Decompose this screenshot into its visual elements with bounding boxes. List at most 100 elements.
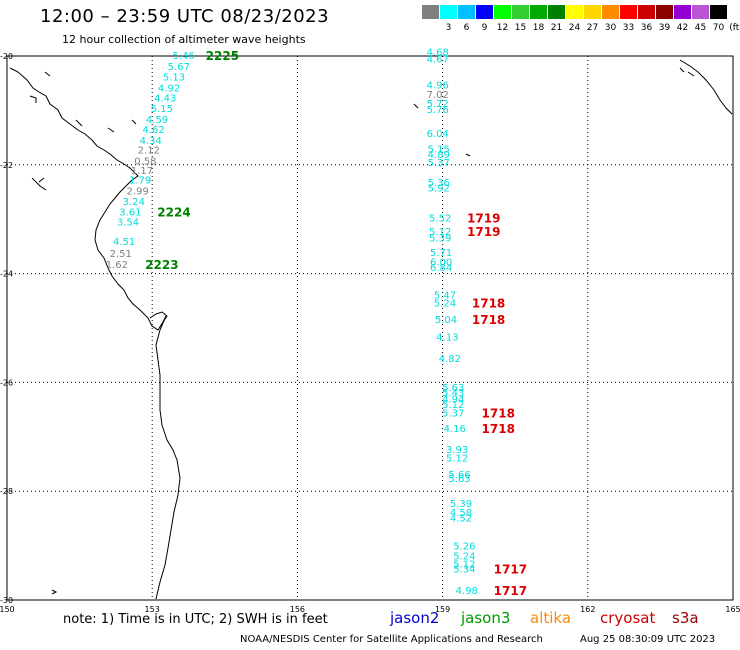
scale-label: 24: [568, 23, 581, 33]
new-caledonia-coastline: [679, 59, 733, 115]
scale-swatch: [710, 5, 727, 19]
latitude-label: -26: [0, 378, 13, 387]
credit-text: NOAA/NESDIS Center for Satellite Applica…: [240, 634, 543, 645]
latitude-label: -30: [0, 596, 13, 605]
wave-height-value: 4.67: [427, 55, 449, 66]
pass-time-label: 2225: [206, 49, 239, 63]
scale-label: 12: [496, 23, 509, 33]
pass-time-label: 1718: [472, 313, 505, 327]
longitude-label: 150: [0, 605, 15, 614]
map-frame: [6, 55, 734, 601]
timestamp-text: Aug 25 08:30:09 UTC 2023: [580, 634, 716, 645]
wave-height-value: 5.47: [434, 290, 456, 301]
wave-height-value: 3.24: [123, 197, 145, 208]
wave-height-value: 4.62: [143, 125, 165, 136]
scale-label: 36: [640, 23, 653, 33]
scale-swatch: [692, 5, 709, 19]
scale-swatch: [422, 5, 439, 19]
wave-height-value: 4.16: [444, 424, 466, 435]
pass-time-label: 2224: [157, 206, 190, 220]
chesterfield-reefs: [413, 103, 471, 157]
scale-label: 3: [445, 23, 452, 33]
longitude-label: 162: [580, 605, 595, 614]
latitude-label: -28: [0, 487, 13, 496]
wave-height-value: 2.12: [138, 146, 160, 157]
scale-swatch: [674, 5, 691, 19]
pass-time-label: 1718: [482, 406, 515, 420]
wave-height-value: 5.24: [434, 298, 456, 309]
wave-height-value: 5.36: [428, 178, 450, 189]
wave-height-value: 5.46: [173, 51, 195, 62]
wave-height-value: 6.00: [430, 258, 452, 269]
wave-height-value: 4.34: [140, 136, 162, 147]
wave-height-value: 3.61: [119, 208, 141, 219]
wave-height-value: 4.58: [450, 508, 472, 519]
scale-swatch: [476, 5, 493, 19]
wave-height-value: 0.58: [134, 156, 156, 167]
wave-height-value: 5.04: [435, 315, 457, 326]
scale-swatch: [566, 5, 583, 19]
latitude-label: -20: [0, 52, 13, 61]
legend-jason3: jason3: [461, 609, 511, 627]
wave-height-value: 5.34: [453, 564, 475, 575]
pass-time-label: 1719: [467, 212, 500, 226]
longitude-label: 159: [435, 605, 450, 614]
latitude-label: -22: [0, 161, 13, 170]
scale-label: 30: [604, 23, 617, 33]
scale-label: 39: [658, 23, 671, 33]
longitude-label: 156: [290, 605, 305, 614]
wave-height-value: 3.54: [117, 217, 139, 228]
scale-label: 9: [481, 23, 488, 33]
wave-height-value: 4.13: [436, 333, 458, 344]
scale-swatch: [638, 5, 655, 19]
scale-swatch: [548, 5, 565, 19]
legend-jason2: jason2: [390, 609, 440, 627]
legend-cryosat: cryosat: [600, 609, 656, 627]
legend-s3a: s3a: [672, 609, 699, 627]
longitude-label: 165: [725, 605, 740, 614]
wave-height-value: 5.12: [442, 400, 464, 411]
wave-height-value: 5.92: [428, 184, 450, 195]
pass-time-label: 1718: [472, 296, 505, 310]
fraser-island: [149, 311, 168, 323]
wave-height-value: 4.82: [439, 354, 461, 365]
latitude-label: -24: [0, 270, 13, 279]
scale-label: 6: [463, 23, 470, 33]
wave-height-value: 1.62: [106, 260, 128, 271]
scale-label: 21: [550, 23, 563, 33]
scale-swatch: [584, 5, 601, 19]
wave-height-value: 5.66: [448, 470, 470, 481]
units-note: note: 1) Time is in UTC; 2) SWH is in fe…: [63, 612, 328, 627]
coastline: [9, 59, 733, 600]
scale-label: 42: [676, 23, 689, 33]
scale-swatch: [602, 5, 619, 19]
wave-height-value: 4.59: [146, 115, 168, 126]
altimeter-tracks: 5.465.675.134.924.435.154.594.624.342.12…: [106, 48, 527, 599]
wave-height-value: 5.15: [428, 144, 450, 155]
legend-altika: altika: [530, 609, 572, 627]
pass-time-label: 1718: [482, 422, 515, 436]
wave-height-value: 1.79: [129, 175, 151, 186]
scale-label: 45: [694, 23, 707, 33]
wave-height-value: 4.96: [427, 80, 449, 91]
wave-height-value: 5.71: [430, 248, 452, 259]
wave-height-value: 5.63: [442, 383, 464, 394]
wave-height-value: 2.99: [127, 186, 149, 197]
wave-height-value: 5.26: [453, 542, 475, 553]
page-subtitle: 12 hour collection of altimeter wave hei…: [62, 33, 306, 46]
scale-label: 70: [712, 23, 725, 33]
australia-coastline: [9, 67, 181, 600]
pass-time-label: 1717: [494, 562, 527, 576]
wave-height-value: 4.43: [154, 93, 176, 104]
wave-height-value: 5.12: [429, 227, 451, 238]
wave-height-value: 4.98: [456, 586, 478, 597]
scale-label: 27: [586, 23, 599, 33]
scale-label: 33: [622, 23, 635, 33]
wave-height-value: 5.39: [450, 499, 472, 510]
scale-swatch: [620, 5, 637, 19]
wave-height-value: 5.76: [427, 105, 449, 116]
wave-height-value: 5.15: [151, 104, 173, 115]
wave-height-value: 5.12: [446, 453, 468, 464]
scale-swatch: [494, 5, 511, 19]
